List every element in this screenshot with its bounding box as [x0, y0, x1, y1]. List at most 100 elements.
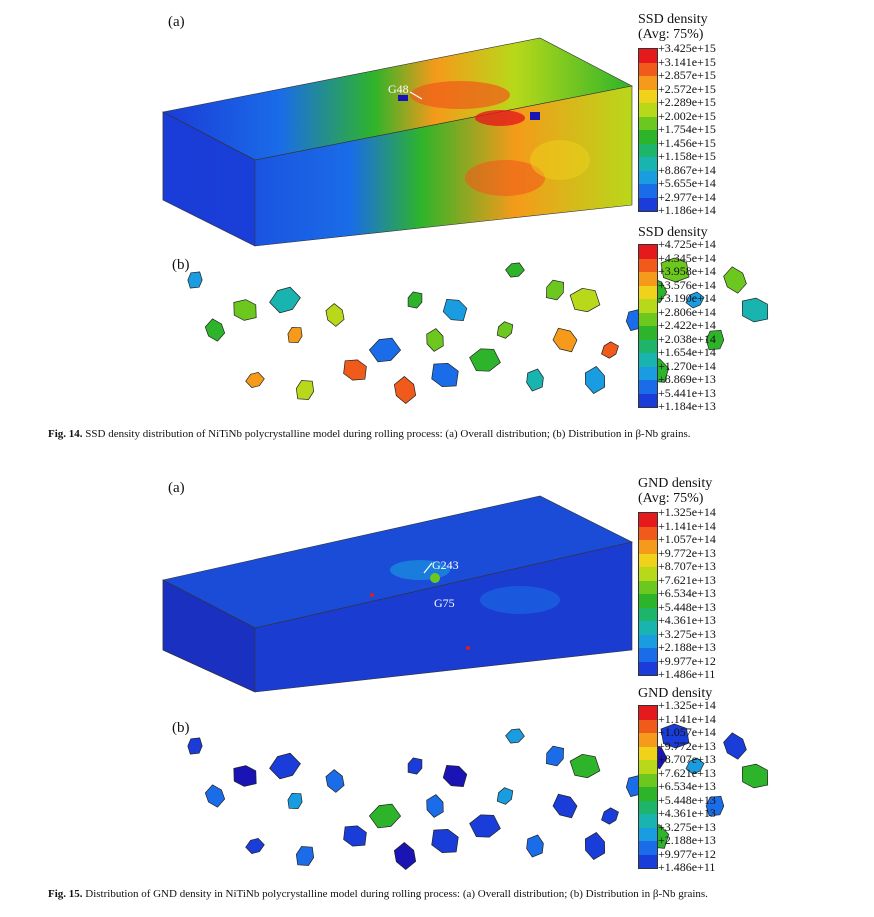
legend-swatch	[639, 380, 657, 394]
panel-label-b: (b)	[172, 257, 190, 273]
legend-swatch	[639, 197, 657, 211]
legend-swatch	[639, 272, 657, 286]
legend-swatch	[639, 661, 657, 675]
grain-polygon	[705, 795, 725, 817]
legend-tick-label: +2.977e+14	[658, 189, 716, 204]
caption-label: Fig. 15.	[48, 888, 83, 900]
legend-tick-label: +2.188e+13	[658, 833, 716, 847]
legend-tick-label: +4.725e+14	[658, 237, 716, 251]
legend-tick-label: +1.141e+14	[658, 518, 716, 533]
legend-swatch	[639, 130, 657, 144]
legend-swatch	[639, 580, 657, 594]
legend-tick-label: +2.422e+14	[658, 318, 716, 332]
legend-swatch	[639, 648, 657, 662]
caption-text: SSD density distribution of NiTiNb polyc…	[82, 428, 691, 440]
legend-tick-label: +8.707e+13	[658, 559, 716, 573]
grain-polygon	[601, 807, 619, 825]
legend-swatch	[639, 143, 657, 157]
legend-swatch	[639, 245, 657, 259]
grain-polygon	[368, 803, 402, 829]
legend-swatch	[639, 787, 657, 801]
legend-tick-label: +1.158e+15	[658, 149, 716, 163]
legend-subtitle: (Avg: 75%)	[638, 27, 704, 42]
grain-polygon	[660, 257, 690, 283]
grain-polygon	[233, 299, 257, 321]
legend-tick-label: +5.441e+13	[658, 385, 716, 400]
grain-polygon	[245, 372, 265, 388]
panel-label-b: (b)	[172, 720, 190, 736]
legend-tick-label: +2.038e+14	[658, 331, 716, 346]
grain-polygon	[526, 834, 544, 858]
legend-tick-label: +6.534e+13	[658, 586, 716, 600]
grain-polygon	[442, 765, 468, 787]
legend-swatch	[639, 157, 657, 171]
legend-swatch	[639, 733, 657, 747]
caption-fig14: Fig. 14. SSD density distribution of NiT…	[48, 428, 691, 440]
legend-swatch	[639, 513, 657, 527]
legend-title: SSD density	[638, 225, 708, 240]
legend-swatch	[639, 800, 657, 814]
legend-swatch	[639, 62, 657, 76]
grain-polygon	[723, 266, 747, 294]
grain-polygon	[295, 380, 315, 400]
legend-swatch	[639, 841, 657, 855]
grain-polygon	[325, 769, 345, 793]
panel-label-a: (a)	[168, 14, 185, 30]
figure-14: (a)	[0, 0, 874, 455]
grain-label-g48: G48	[388, 82, 409, 96]
grain-polygon	[660, 723, 690, 749]
grain-label-g75: G75	[434, 596, 455, 610]
grain-polygon	[584, 366, 606, 394]
grain-polygon	[269, 286, 301, 314]
legend-tick-label: +7.621e+13	[658, 765, 716, 780]
grain-polygon	[426, 328, 444, 352]
legend-swatch	[639, 184, 657, 198]
legend-swatch	[639, 326, 657, 340]
grain-polygon	[685, 291, 705, 309]
legend-swatch	[639, 719, 657, 733]
legend-tick-label: +1.141e+14	[658, 711, 716, 726]
legend-tick-label: +4.361e+13	[658, 613, 716, 627]
legend-swatch	[639, 607, 657, 621]
legend-swatch	[639, 299, 657, 313]
grain-polygon	[569, 287, 601, 313]
legend-swatch	[639, 706, 657, 720]
legend-tick-label: +1.325e+14	[658, 698, 716, 712]
legend-gnd-grains: GND density +1.325e+14 +1.141e+14 +1.057e+…	[638, 686, 716, 874]
slab-left-face	[162, 111, 256, 247]
grain-polygon	[287, 326, 303, 344]
legend-swatch	[639, 339, 657, 353]
grain-polygon	[505, 262, 525, 278]
grain-polygon	[552, 327, 578, 353]
gnd-slab-render	[162, 495, 633, 693]
legend-swatch	[639, 285, 657, 299]
legend-tick-label: +1.486e+11	[658, 860, 716, 874]
legend-tick-label: +9.977e+12	[658, 653, 716, 668]
legend-swatch	[639, 746, 657, 760]
slab-left-face	[162, 579, 256, 693]
legend-tick-label: +3.141e+15	[658, 54, 716, 69]
grain-polygon	[187, 737, 203, 755]
legend-swatch	[639, 621, 657, 635]
legend-swatch	[639, 854, 657, 868]
legend-swatch	[639, 170, 657, 184]
grain-polygon	[431, 363, 459, 387]
grain-polygon	[546, 279, 564, 301]
grain-polygon	[584, 832, 606, 860]
legend-tick-label: +3.425e+15	[658, 41, 716, 55]
legend-tick-label: +1.654e+14	[658, 345, 716, 359]
legend-title: SSD density	[638, 12, 708, 27]
legend-tick-label: +3.576e+14	[658, 277, 716, 292]
grain-polygon	[233, 765, 257, 787]
legend-swatch	[639, 526, 657, 540]
legend-swatch	[639, 553, 657, 567]
ssd-grains-render	[187, 257, 769, 404]
grain-polygon	[393, 842, 417, 870]
grain-polygon	[469, 348, 501, 372]
grain-polygon	[368, 337, 402, 363]
gnd-grains-render	[187, 723, 769, 870]
grain-polygon	[245, 838, 265, 854]
grain-polygon	[526, 368, 544, 392]
legend-ssd-overall: SSD density (Avg: 75%) +3.425e+15 +3.141e…	[638, 12, 716, 217]
grain-polygon	[426, 794, 444, 818]
